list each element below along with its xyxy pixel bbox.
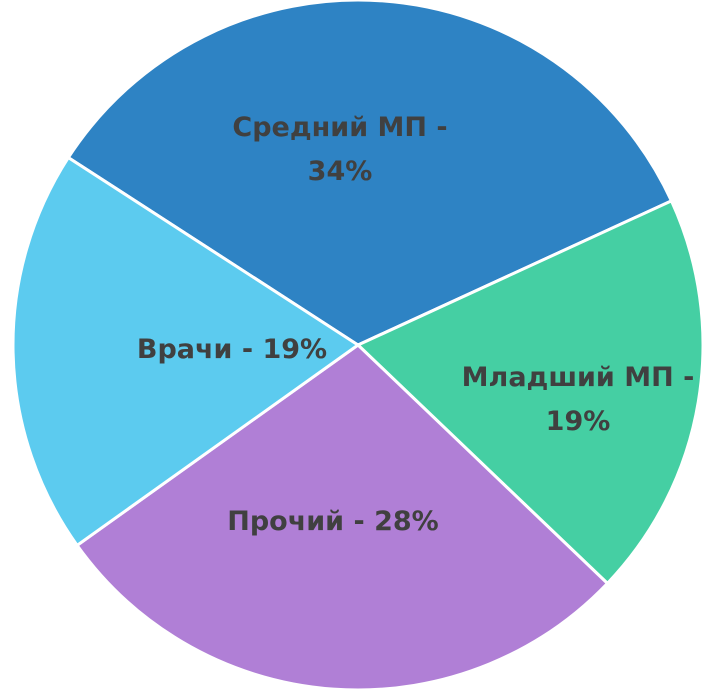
- pie-slice: [66, 0, 674, 347]
- slice-label: Врачи - 19%: [136, 334, 328, 365]
- slice-label: Младший МП - 19%: [461, 362, 695, 437]
- pie-slice: [11, 155, 361, 548]
- slice-label: Средний МП - 34%: [232, 112, 448, 187]
- slice-label: Прочий - 28%: [227, 506, 439, 537]
- pie-slice: [75, 343, 610, 690]
- pie-slice: [355, 198, 705, 586]
